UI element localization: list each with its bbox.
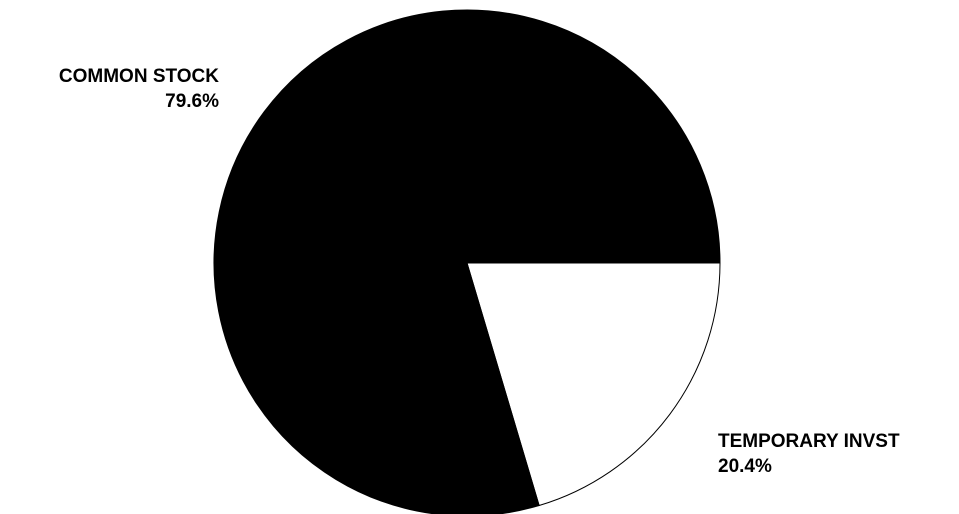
pie-slice-common-stock xyxy=(213,9,721,514)
slice-label-common-stock: COMMON STOCK xyxy=(59,66,219,87)
slice-value-temporary-invst: 20.4% xyxy=(718,456,772,477)
slice-value-common-stock: 79.6% xyxy=(165,91,219,112)
pie-slices xyxy=(213,9,721,514)
slice-label-temporary-invst: TEMPORARY INVST xyxy=(718,431,900,452)
pie-slice-temporary-invst xyxy=(466,262,721,507)
